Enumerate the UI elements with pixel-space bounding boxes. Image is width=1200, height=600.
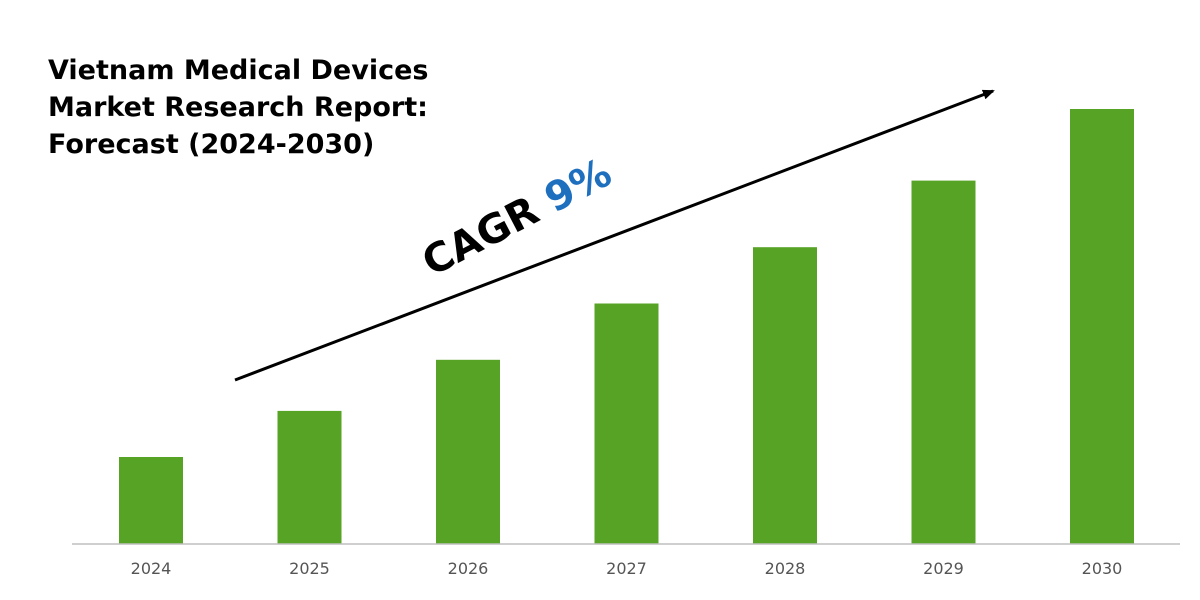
trend-arrow (234, 89, 995, 382)
chart-title: Vietnam Medical Devices Market Research … (48, 52, 468, 163)
x-tick-labels: 2024 2025 2026 2027 2028 2029 2030 (131, 559, 1123, 578)
chart-title-line-2: Market Research Report: (48, 92, 428, 123)
x-tick-label-2027: 2027 (606, 559, 647, 578)
bar-2026 (436, 359, 500, 544)
bar-2030 (1070, 109, 1134, 544)
x-tick-label-2030: 2030 (1082, 559, 1123, 578)
chart-title-line-1: Vietnam Medical Devices (48, 55, 429, 86)
x-tick-label-2026: 2026 (448, 559, 489, 578)
bar-2029 (911, 180, 976, 544)
bar-2028 (753, 247, 817, 544)
bar-2027 (594, 303, 659, 544)
chart-title-line-3: Forecast (2024-2030) (48, 129, 375, 160)
bars-group (119, 109, 1134, 544)
x-tick-label-2024: 2024 (131, 559, 172, 578)
x-tick-label-2029: 2029 (923, 559, 964, 578)
bar-2024 (119, 457, 183, 544)
x-tick-label-2025: 2025 (289, 559, 330, 578)
x-tick-label-2028: 2028 (765, 559, 806, 578)
bar-2025 (277, 410, 342, 544)
